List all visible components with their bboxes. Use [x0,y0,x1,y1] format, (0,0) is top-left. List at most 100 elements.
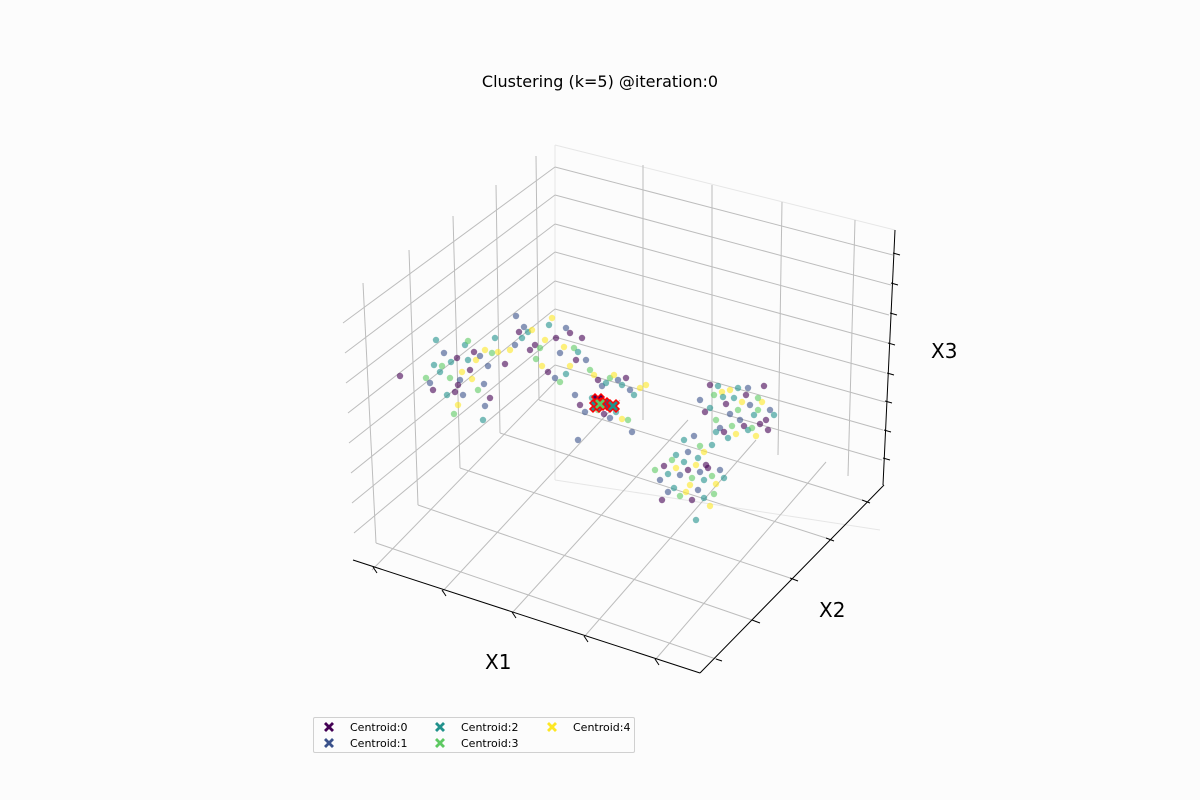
data-point [494,348,502,356]
data-point [610,371,618,379]
data-point [443,391,451,399]
data-point [586,366,594,374]
legend-item-centroid-1: Centroid:1 [322,735,408,751]
data-point [470,348,478,356]
data-point [458,368,466,376]
data-point [464,356,472,364]
data-point [706,381,714,389]
x-marker-icon [324,722,334,732]
data-point [488,349,496,357]
data-point [672,464,680,472]
data-point [614,376,622,384]
data-point [491,334,499,342]
data-point [531,341,539,349]
data-point [480,380,488,388]
data-point [684,466,692,474]
data-point [429,386,437,394]
legend: Centroid:0 Centroid:1 Centroid:2 Centroi… [313,717,635,753]
data-point [720,428,728,436]
x2-axis-label: X2 [819,598,846,622]
data-point [538,362,546,370]
data-point [718,388,726,396]
data-point [600,410,608,418]
data-point [764,426,772,434]
data-point [541,336,549,344]
legend-label: Centroid:2 [461,720,519,734]
data-point [630,391,638,399]
data-point [511,341,519,349]
data-point [701,408,709,416]
data-point [714,382,722,390]
data-point [626,386,634,394]
data-point [459,391,467,399]
x1-axis-label: X1 [485,650,512,674]
data-point [682,488,690,496]
data-points [396,312,778,524]
data-point [618,415,626,423]
data-point [432,336,440,344]
legend-item-centroid-4: Centroid:4 [545,719,631,735]
data-point [396,372,404,380]
data-point [548,314,556,322]
data-point [518,334,526,342]
data-point [574,348,582,356]
data-point [520,323,528,331]
chart-title: Clustering (k=5) @iteration:0 [481,72,719,91]
data-point [440,349,448,357]
data-point [700,476,708,484]
data-point [624,416,632,424]
data-point [728,422,736,430]
data-point [571,391,579,399]
data-point [551,374,559,382]
data-point [454,401,462,409]
data-point [724,434,732,442]
data-point [726,386,734,394]
data-point [566,329,574,337]
data-point [622,374,630,382]
data-point [750,411,758,419]
centroid-x-marker-icon [605,398,621,414]
data-point [453,354,461,362]
data-point [722,400,730,408]
data-point [660,462,668,470]
data-point [740,422,748,430]
data-point [686,481,694,489]
data-point [479,416,487,424]
data-point [760,382,768,390]
data-point [562,370,570,378]
data-point [754,406,762,414]
data-point [430,361,438,369]
data-point [706,404,714,412]
data-point [532,355,540,363]
data-point [696,468,704,476]
data-point [700,494,708,502]
legend-label: Centroid:1 [350,736,408,750]
data-point [556,378,564,386]
x-marker-icon [324,738,334,748]
data-point [450,410,458,418]
data-point [658,496,666,504]
data-point [642,381,650,389]
data-point [744,384,752,392]
data-point [712,416,720,424]
data-point [466,366,474,374]
data-point [512,312,520,320]
data-point [700,448,708,456]
data-point [730,394,738,402]
legend-label: Centroid:3 [461,736,519,750]
data-point [481,346,489,354]
data-point [720,474,728,482]
data-point [526,346,534,354]
data-point [602,379,610,387]
data-point [688,474,696,482]
data-point [676,471,684,479]
data-point [770,411,778,419]
centroid-markers [588,392,621,414]
data-point [734,406,742,414]
data-point [436,368,444,376]
data-point [672,451,680,459]
data-point [468,375,476,383]
data-point [606,414,614,422]
data-point [481,402,489,410]
data-point [710,490,718,498]
